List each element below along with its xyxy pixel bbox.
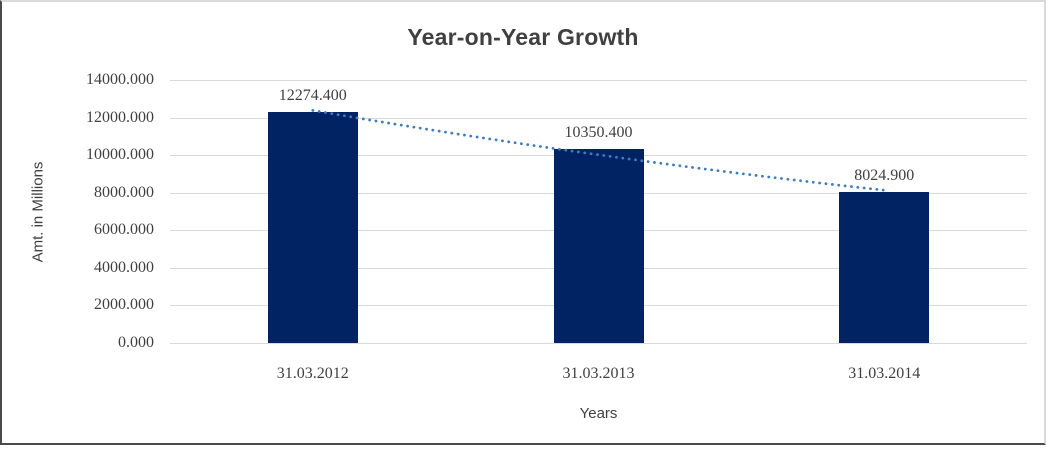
- x-tick-label: 31.03.2012: [276, 365, 349, 382]
- y-tick-label: 12000.000: [86, 108, 154, 126]
- bar-31.03.2013: [553, 148, 644, 343]
- y-axis-title: Amt. in Millions: [29, 161, 47, 263]
- y-tick-label: 2000.000: [94, 296, 154, 314]
- bar-31.03.2012: [267, 112, 358, 343]
- bar-value-label: 10350.400: [564, 123, 633, 141]
- bar-value-label: 8024.900: [854, 167, 915, 185]
- chart-title: Year-on-Year Growth: [407, 24, 639, 50]
- x-tick-label: 31.03.2013: [562, 365, 635, 382]
- gridline: [170, 343, 1027, 344]
- bar-value-label: 12274.400: [278, 87, 347, 105]
- x-tick-label: 31.03.2014: [848, 365, 921, 382]
- y-tick-label: 6000.000: [94, 221, 154, 239]
- y-tick-label: 4000.000: [94, 258, 154, 276]
- y-tick-label: 10000.000: [86, 146, 154, 164]
- gridline: [170, 80, 1027, 81]
- y-tick-label: 14000.000: [86, 71, 154, 88]
- bar-31.03.2014: [839, 192, 930, 343]
- y-tick-label: 8000.000: [94, 183, 154, 201]
- x-axis-title: Years: [579, 405, 618, 422]
- y-tick-label: 0.000: [118, 334, 154, 351]
